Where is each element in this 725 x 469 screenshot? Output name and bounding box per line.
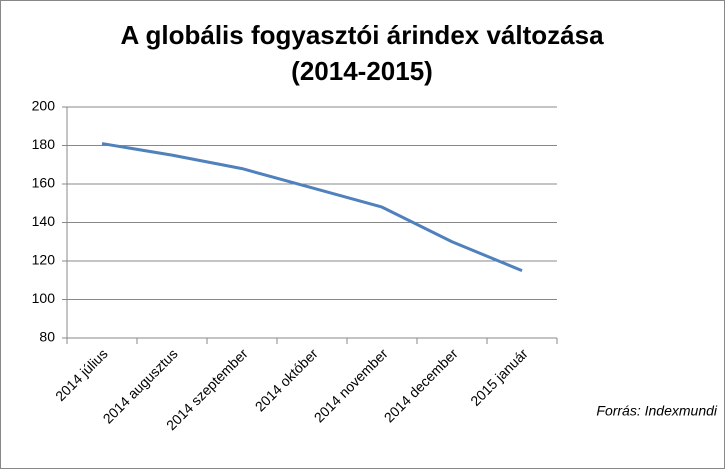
y-tick-label: 100 xyxy=(32,290,56,306)
chart-title: A globális fogyasztói árindex változása xyxy=(120,20,604,50)
y-tick-label: 180 xyxy=(32,136,56,152)
chart-title: (2014-2015) xyxy=(291,56,433,86)
source-note: Forrás: Indexmundi xyxy=(596,403,717,419)
data-line xyxy=(101,142,523,273)
y-tick-label: 80 xyxy=(39,329,55,345)
y-tick-label: 120 xyxy=(32,252,56,268)
y-tick-label: 140 xyxy=(32,213,56,229)
y-tick-label: 200 xyxy=(32,98,56,114)
y-tick-label: 160 xyxy=(32,175,56,191)
